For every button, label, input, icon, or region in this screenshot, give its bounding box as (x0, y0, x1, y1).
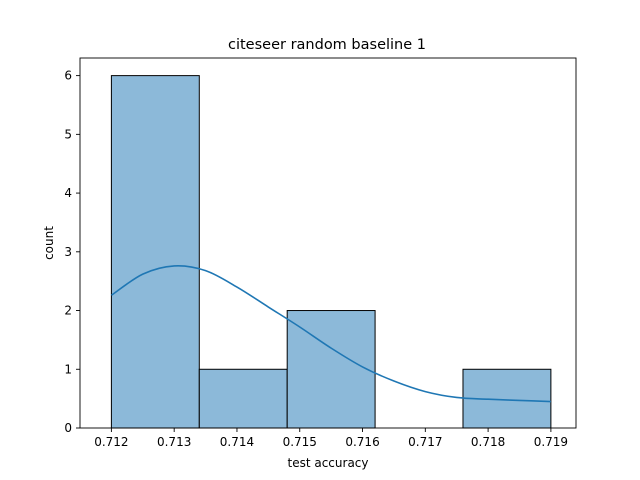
x-tick-label-4: 0.716 (345, 435, 379, 449)
x-tick-label-3: 0.715 (283, 435, 317, 449)
y-tick-label-1: 1 (64, 362, 72, 376)
x-axis-ticks: 0.712 0.713 0.714 0.715 0.716 0.717 0.718 0.719 (94, 428, 568, 449)
y-tick-label-3: 3 (64, 245, 72, 259)
y-tick-label-0: 0 (64, 421, 72, 435)
y-tick-label-6: 6 (64, 69, 72, 83)
plot-area-frame (79, 57, 577, 429)
x-tick-label-7: 0.719 (534, 435, 568, 449)
x-axis-title: test accuracy (288, 456, 369, 470)
x-tick-label-6: 0.718 (471, 435, 505, 449)
histogram-bars (110, 75, 552, 429)
x-tick-label-2: 0.714 (220, 435, 254, 449)
histogram-bar-1 (198, 368, 288, 429)
x-tick-label-1: 0.713 (157, 435, 191, 449)
y-tick-label-2: 2 (64, 304, 72, 318)
y-tick-label-4: 4 (64, 186, 72, 200)
y-axis-ticks: 0 1 2 3 4 5 6 (64, 69, 80, 435)
histogram-bar-0 (110, 75, 200, 429)
kde-curve (110, 264, 551, 403)
chart-title: citeseer random baseline 1 (228, 37, 426, 53)
x-tick-label-5: 0.717 (408, 435, 442, 449)
histogram-bar-2 (286, 310, 376, 429)
y-axis-title: count (42, 226, 56, 260)
x-tick-label-0: 0.712 (94, 435, 128, 449)
y-tick-label-5: 5 (64, 127, 72, 141)
